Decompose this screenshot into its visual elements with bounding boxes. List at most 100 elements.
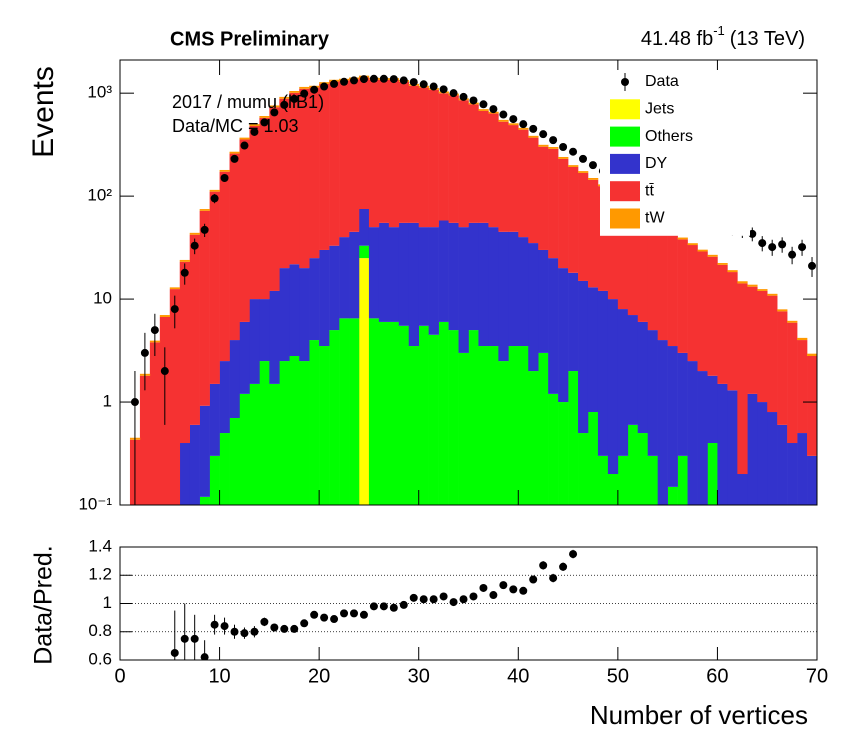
histogram-bar [478,222,489,347]
lumi-value: 41.48 fb [641,28,713,50]
data-point [340,77,349,86]
data-point [758,239,767,248]
ratio-point [389,603,398,612]
ratio-point [409,593,418,602]
histogram-bar [657,227,668,341]
y-tick-label: 1 [103,593,112,612]
top-frame [119,59,818,506]
legend-box [600,70,750,236]
x-tick-label: 0 [114,665,125,687]
data-point [808,261,817,270]
data-point [200,225,209,234]
histogram-bar [757,402,768,505]
histogram-bar [339,318,350,505]
ratio-point [549,574,558,583]
axes: 10⁻¹ 1 10 10² 10³ 0.6 0.8 1 1.2 1.4 0 10 20 30 40 50 60 7… [78,60,828,687]
legend-swatch [610,208,640,229]
legend: Data Jets Others DY tt̄ tW [600,70,750,236]
histogram-bar [637,321,649,434]
histogram-bar [578,171,589,173]
data-point [788,250,797,259]
histogram-bar [259,116,270,118]
histogram-bar [548,258,559,394]
legend-swatch [610,181,640,202]
ratio-plot-area [120,547,817,660]
histogram-bar [229,340,240,418]
histogram-bar [757,290,768,403]
histogram-bar [319,249,330,347]
histogram-bar [239,137,250,140]
ratio-point [539,561,548,570]
histogram-bar [468,222,479,331]
histogram-bar [607,193,619,300]
histogram-bar [448,95,459,223]
histogram-bar [777,309,788,312]
histogram-bar [498,361,509,505]
histogram-bar [627,424,639,505]
ratio-point [250,627,259,636]
histogram-bar [189,234,200,425]
histogram-bar [319,346,330,505]
ratio-point [310,610,319,619]
data-point [539,130,548,139]
histogram-bar [368,79,380,228]
histogram-bar [518,127,529,130]
x-tick-label: 20 [308,665,330,687]
histogram-bar [319,83,330,250]
histogram-bar [747,286,758,394]
histogram-bar [627,207,639,316]
ratio-point [230,627,239,636]
histogram-bar [508,125,519,232]
data-point [409,78,418,87]
histogram-bar [448,222,459,331]
histogram-bar [179,443,190,505]
data-point [190,241,199,250]
histogram-bar [617,455,629,505]
ratio-point [180,634,189,643]
y-tick-label: 1.4 [88,536,112,555]
histogram-bar [677,352,688,456]
histogram-bar [787,443,798,505]
histogram-bar [498,231,509,362]
x-tick-label: 10 [208,665,230,687]
histogram-bar [249,125,260,300]
histogram-bar [458,352,469,505]
histogram-bar [657,340,668,505]
x-tick-label: 60 [706,665,728,687]
legend-swatch [610,153,640,174]
histogram-bar [617,309,629,456]
ratio-frame [119,546,818,661]
histogram-bar [707,254,718,257]
data-point [300,89,309,98]
histogram-bar [299,268,310,362]
histogram-bar [797,337,808,341]
histogram-bar [538,146,549,250]
legend-label: tW [645,210,665,227]
data-point [509,115,518,124]
histogram-bar [368,227,380,319]
histogram-bar [229,153,240,341]
histogram-bar [169,287,181,290]
histogram-bar [647,220,658,331]
ratio-point [439,592,448,601]
legend-marker [621,78,629,86]
histogram-bar [209,455,220,505]
data-point [290,94,299,103]
histogram-bar [647,455,658,505]
histogram-bar [199,405,210,497]
histogram-bar [528,135,539,138]
histogram-bar [229,151,240,154]
histogram-bar [219,171,230,362]
legend-label: Data [645,73,679,90]
histogram-bar [677,455,688,505]
lumi-exponent: -1 [713,23,725,38]
x-tick-label: 50 [607,665,629,687]
histogram-bar [737,281,748,284]
data-point [330,79,339,88]
histogram-bar [687,243,698,246]
histogram-bar [568,165,579,167]
histogram-bar [528,243,539,372]
histogram-bar [697,249,708,252]
histogram-bar [767,295,778,413]
